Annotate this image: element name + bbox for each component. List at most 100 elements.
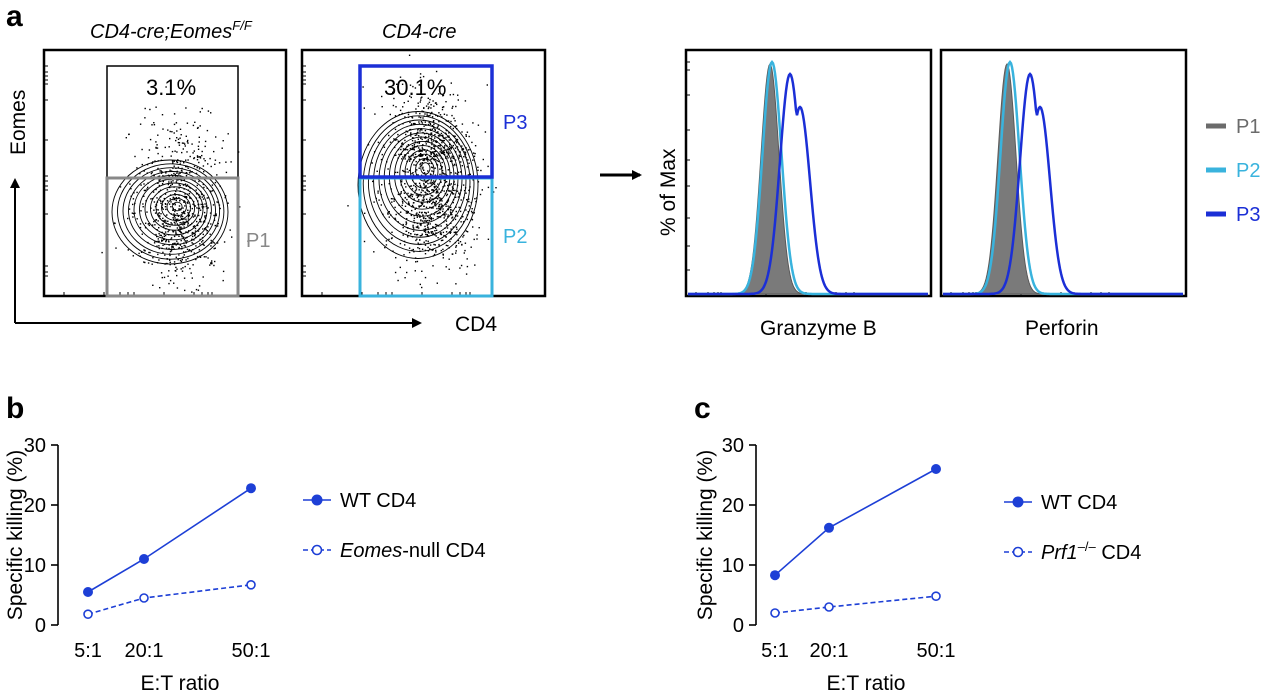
flow-event [211,184,214,186]
flow-event [215,214,217,217]
flow-event [423,205,425,207]
flow-event [198,180,200,183]
flow-event [172,217,174,219]
flow-event [443,137,445,139]
flow-event [132,203,134,206]
flow-event [416,226,419,229]
flow-event [411,148,413,151]
flow-event [472,122,474,124]
flow-event [410,193,412,195]
flow-event [431,151,434,153]
flow-event [176,268,178,270]
flow-event [468,200,470,203]
flow-event [458,155,461,157]
flow-event [377,190,379,192]
flow-event [210,262,212,265]
chart-b-x-axis-label: E:T ratio [141,672,220,695]
flow-event [410,158,412,160]
flow-event [429,215,431,217]
flow-event [199,220,202,222]
flow-event [425,233,427,236]
flow-event [435,192,437,194]
flow-event [184,240,186,242]
flow-event [432,100,434,102]
flow-event [413,145,415,147]
flow-event [174,150,176,152]
flow-event [417,174,419,176]
chart-c-x-tick-label: 5:1 [761,640,789,662]
flow-event [435,197,438,199]
chart-c-series-1-point-0 [770,608,780,618]
flow-event [409,95,411,97]
flow-event [362,86,364,88]
flow-event [169,261,171,263]
flow-event [211,263,213,265]
flow-event [464,242,467,244]
flow-event [384,246,386,249]
flow-event [132,198,135,200]
flow-event [186,184,189,186]
flow-event [201,154,203,157]
flow-event [165,240,167,243]
flow-event [204,160,206,162]
flow-event [211,190,214,192]
chart-b-series-0-point-0 [83,587,93,597]
flow-event [412,193,414,196]
flow-event [397,140,400,142]
flow-event [136,218,138,220]
flow-event [455,250,457,252]
chart-c-legend: WT CD4 Prf1–/– CD4 [1004,492,1141,564]
flow-event [153,220,155,223]
flow-event [433,151,435,153]
flow-event [181,246,183,248]
flow-event [449,184,451,186]
flow-event [210,165,212,168]
flow-event [437,192,439,194]
flow-event [191,143,193,145]
flow-event [203,211,206,214]
flow-event [173,218,175,221]
flow-event [180,268,182,270]
flow-event [183,179,185,181]
flow-event [420,121,423,123]
flow-event [435,251,437,253]
flow-event [468,162,470,164]
flow-event [173,213,175,215]
flow-event [194,205,197,207]
flow-event [434,134,436,136]
flow-event [138,252,140,255]
flow-event [169,259,171,261]
flow-event [394,139,397,141]
flow-event [476,234,478,236]
chart-b-legend-label-wt: WT CD4 [340,490,416,512]
flow-event [407,113,410,116]
flow-event [184,265,186,268]
flow-event [415,194,418,196]
flow-event [445,236,447,238]
flow-event [170,181,172,183]
flow-event [434,202,436,204]
flow-event [477,169,479,171]
flow-event [409,185,411,187]
flow-event [201,150,203,153]
flow-event [388,238,390,241]
flow-event [178,246,180,249]
flow-event [407,201,410,203]
flow-event [446,193,449,196]
flow-event [429,113,432,115]
flow-event [446,201,448,204]
flow-event [438,188,440,190]
flow-event [431,116,434,118]
flow-event [128,133,130,135]
flow-event [403,192,406,194]
flow-event [185,107,187,109]
flow-event [179,222,181,224]
flow-event [411,209,413,212]
flow-event [439,197,441,199]
flow-event [411,195,413,198]
flow-event [427,103,429,105]
flow-event [451,160,453,162]
flow-event [393,138,395,140]
flow-event [428,190,430,193]
flow-event [434,150,436,153]
